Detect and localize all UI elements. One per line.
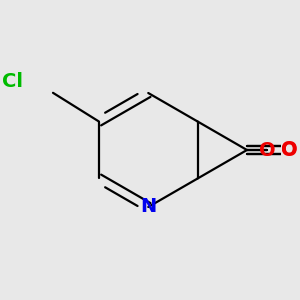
Text: O: O <box>281 140 298 160</box>
Text: O: O <box>259 140 276 160</box>
Text: N: N <box>140 197 156 217</box>
Text: O: O <box>281 140 298 160</box>
Text: Cl: Cl <box>2 72 22 92</box>
